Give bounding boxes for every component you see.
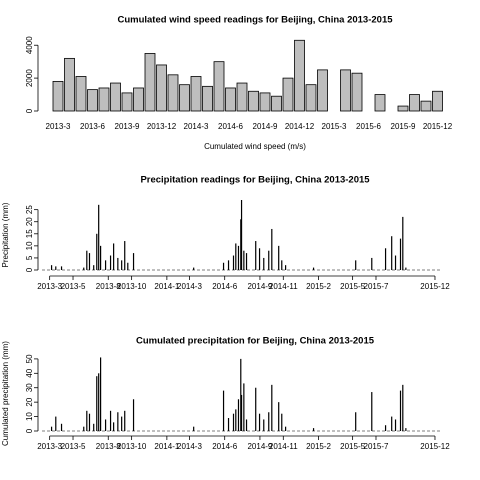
y-tick-label: 10 (25, 412, 34, 421)
x-tick-label: 2014-9 (253, 122, 278, 131)
bar (305, 84, 317, 112)
y-tick-label: 15 (25, 229, 34, 238)
x-tick-label: 2014-6 (212, 282, 237, 291)
bar (133, 87, 144, 112)
x-tick-label: 2014-3 (177, 442, 202, 451)
bar (397, 105, 409, 112)
x-tick-label: 2015-7 (364, 442, 389, 451)
y-tick-label: 0 (25, 428, 34, 433)
x-tick-label: 2015-3 (322, 122, 347, 131)
y-tick-label: 4000 (25, 36, 34, 54)
bar (98, 87, 110, 112)
x-tick-label: 2015-7 (364, 282, 389, 291)
x-tick-label: 2013-5 (61, 282, 86, 291)
bar (64, 57, 75, 112)
x-tick-label: 2015-2 (306, 442, 331, 451)
bar (75, 76, 87, 112)
bar (340, 69, 351, 112)
x-tick-label: 2013-9 (115, 122, 140, 131)
y-tick-label: 2000 (25, 69, 34, 87)
bar (225, 87, 236, 112)
bar (259, 92, 271, 112)
y-tick-label: 25 (25, 205, 34, 214)
bar (190, 76, 202, 112)
bar (156, 64, 167, 112)
x-tick-label: 2013-6 (80, 122, 105, 131)
bar (271, 95, 282, 112)
x-tick-label: 2014-6 (218, 122, 243, 131)
x-tick-label: 2013-10 (117, 442, 147, 451)
bar (409, 94, 420, 112)
bar (167, 74, 179, 112)
y-axis-label: Cumulated precipitation (mm) (1, 341, 10, 446)
x-tick-label: 2015-12 (420, 442, 450, 451)
bar (52, 81, 64, 112)
bar (248, 90, 259, 112)
x-tick-label: 2014-11 (269, 442, 298, 451)
chart-title: Cumulated wind speed readings for Beijin… (117, 15, 393, 26)
y-tick-label: 5 (25, 255, 34, 260)
x-tick-label: 2013-3 (37, 282, 62, 291)
x-tick-label: 2015-6 (356, 122, 381, 131)
x-tick-label: 2014-3 (177, 282, 202, 291)
x-tick-label: 2014-9 (247, 282, 272, 291)
x-tick-label: 2015-12 (420, 282, 450, 291)
y-tick-label: 50 (25, 354, 34, 363)
x-tick-label: 2013-3 (37, 442, 62, 451)
bar (213, 61, 225, 112)
y-tick-label: 0 (25, 267, 34, 272)
bar (420, 100, 432, 112)
y-tick-label: 40 (25, 368, 34, 377)
x-tick-label: 2013-3 (46, 122, 71, 131)
bar (317, 69, 328, 112)
x-tick-label: 2013-8 (96, 442, 121, 451)
x-tick-label: 2014-9 (247, 442, 272, 451)
x-tick-label: 2015-5 (340, 442, 365, 451)
y-tick-label: 30 (25, 383, 34, 392)
y-tick-label: 20 (25, 217, 34, 226)
bar (432, 90, 443, 112)
x-tick-label: 2014-3 (184, 122, 209, 131)
x-tick-label: 2015-12 (423, 122, 453, 131)
x-tick-label: 2013-5 (61, 442, 86, 451)
bar (110, 82, 121, 112)
x-tick-label: 2013-8 (96, 282, 121, 291)
bar (179, 84, 190, 112)
x-tick-label: 2015-2 (306, 282, 331, 291)
y-axis-label: Precipitation (mm) (1, 202, 10, 267)
x-tick-label: 2014-1 (154, 282, 179, 291)
y-tick-label: 20 (25, 397, 34, 406)
y-tick-label: 10 (25, 241, 34, 250)
x-tick-label: 2013-12 (147, 122, 177, 131)
chart-title: Cumulated precipitation for Beijing, Chi… (136, 336, 375, 347)
x-tick-label: 2014-1 (154, 442, 179, 451)
x-tick-label: 2014-12 (285, 122, 315, 131)
bar (144, 53, 156, 112)
chart-title: Precipitation readings for Beijing, Chin… (140, 175, 370, 186)
bar (121, 92, 133, 112)
bar (236, 82, 248, 112)
x-tick-label: 2014-6 (212, 442, 237, 451)
x-tick-label: 2015-5 (340, 282, 365, 291)
bar (294, 39, 305, 112)
x-tick-label: 2014-11 (269, 282, 298, 291)
bar (351, 72, 363, 112)
x-tick-label: 2015-9 (391, 122, 416, 131)
bar (87, 89, 98, 112)
bar (282, 77, 294, 112)
y-tick-label: 0 (25, 108, 34, 113)
bar (374, 94, 386, 112)
x-axis-label: Cumulated wind speed (m/s) (204, 142, 306, 151)
x-tick-label: 2013-10 (117, 282, 147, 291)
bar (202, 85, 213, 112)
